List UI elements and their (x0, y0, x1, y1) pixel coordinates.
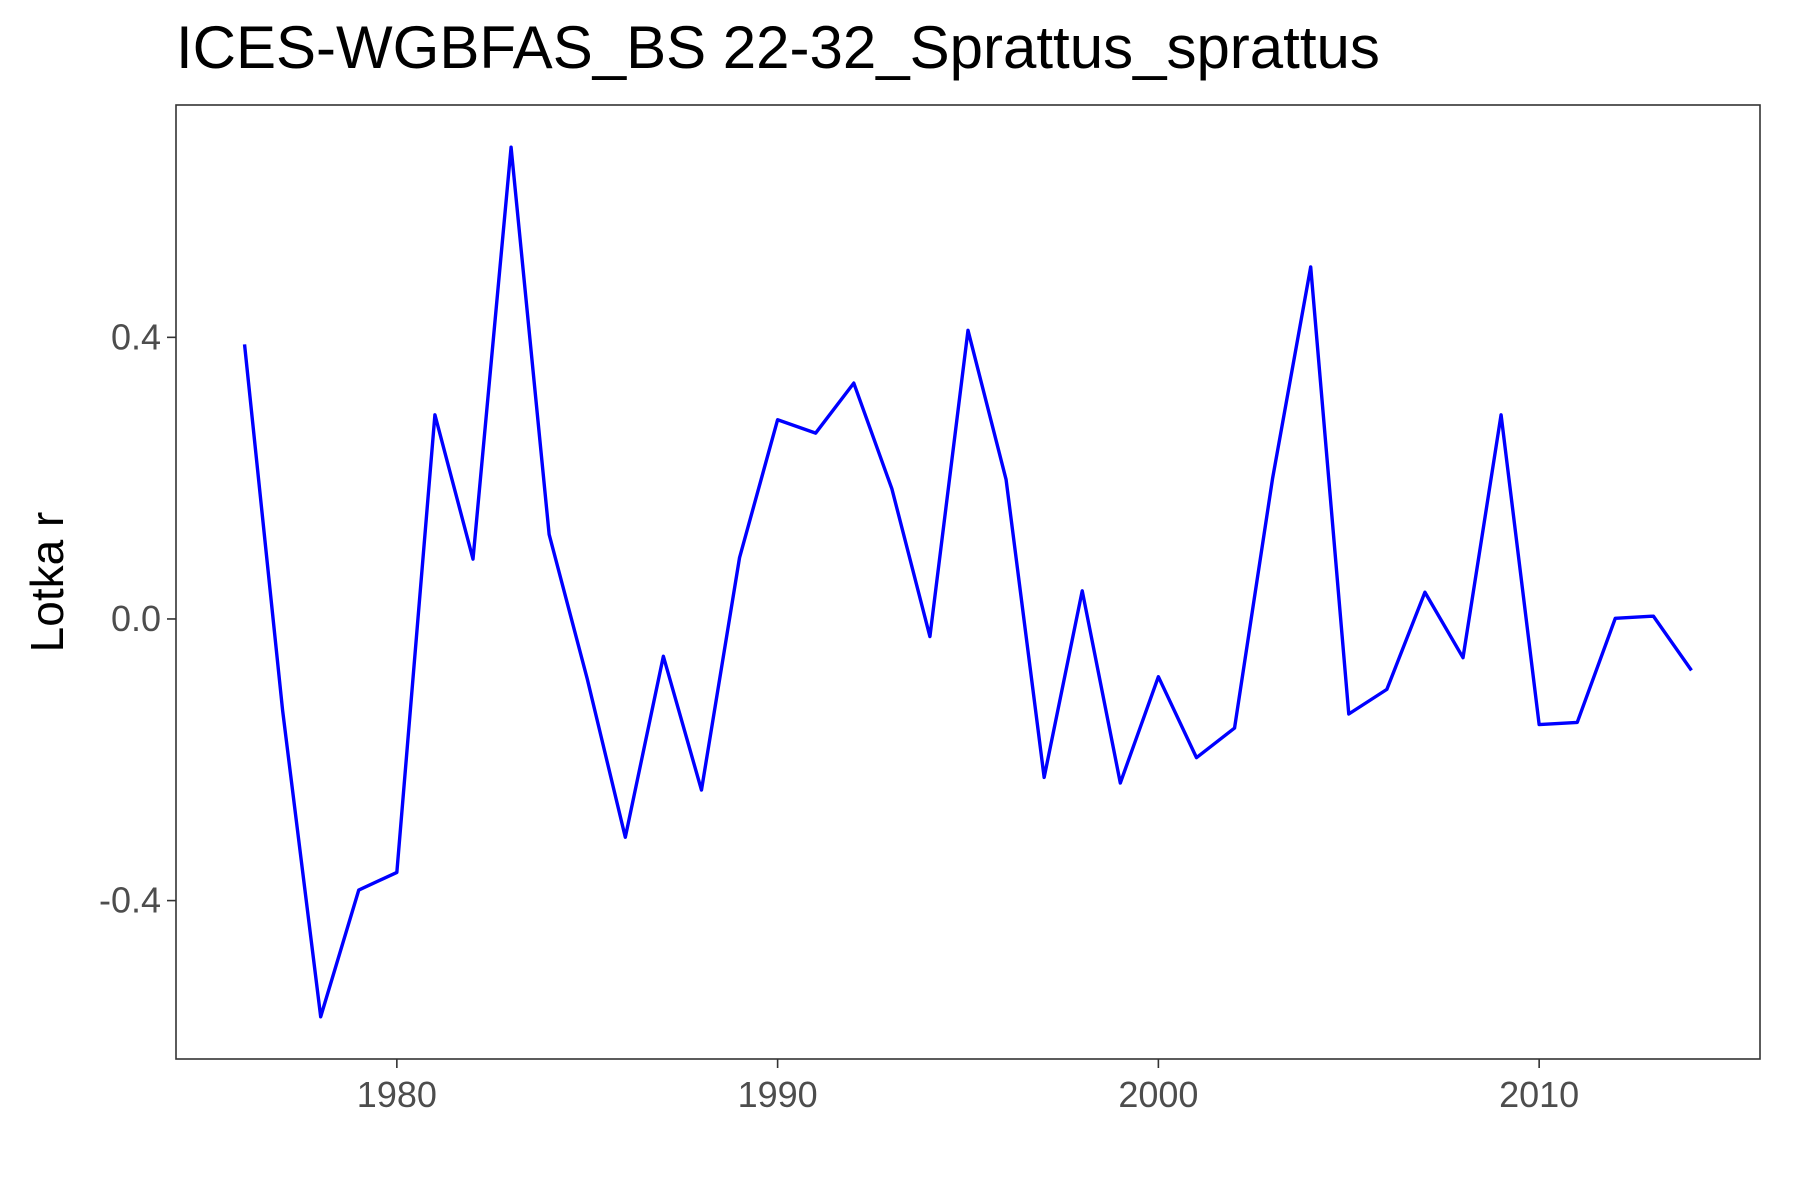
x-tick-label: 1990 (738, 1074, 818, 1115)
x-tick-label: 1980 (357, 1074, 437, 1115)
y-axis-label: Lotka r (21, 512, 73, 653)
chart-title: ICES-WGBFAS_BS 22-32_Sprattus_sprattus (176, 14, 1380, 81)
plot-panel (175, 104, 1761, 1060)
x-tick-label: 2000 (1118, 1074, 1198, 1115)
series-line (242, 145, 1693, 1019)
x-axis: 1980 1990 2000 2010 (357, 1059, 1579, 1115)
y-tick-label: 0.4 (111, 316, 161, 357)
x-tick-label: 2010 (1499, 1074, 1579, 1115)
y-tick-label: -0.4 (99, 880, 161, 921)
y-axis: -0.4 0.0 0.4 (99, 316, 176, 921)
series-layer (242, 145, 1693, 1019)
y-tick-label: 0.0 (111, 598, 161, 639)
